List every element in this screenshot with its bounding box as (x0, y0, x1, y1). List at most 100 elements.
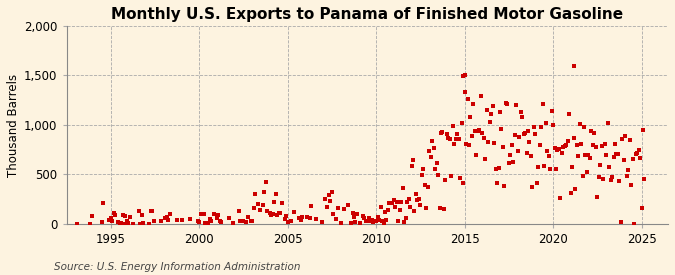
Point (595, 163, 605, 167)
Point (633, 147, 644, 152)
Point (119, 221, 130, 226)
Point (489, 141, 500, 145)
Point (596, 144, 607, 148)
Point (281, 214, 292, 218)
Point (114, 221, 125, 225)
Point (272, 213, 283, 218)
Point (614, 179, 625, 183)
Point (418, 167, 429, 171)
Point (458, 74, 468, 79)
Point (331, 217, 342, 221)
Point (406, 164, 417, 168)
Point (160, 216, 171, 220)
Point (419, 183, 430, 187)
Point (276, 201, 287, 206)
Point (279, 216, 290, 221)
Point (465, 114, 476, 119)
Point (296, 218, 306, 222)
Point (515, 110, 526, 114)
Point (477, 131, 487, 135)
Point (499, 184, 510, 188)
Point (510, 133, 520, 137)
Point (603, 165, 614, 169)
Point (493, 166, 504, 170)
Point (480, 156, 491, 161)
Point (466, 133, 477, 138)
Point (577, 174, 588, 178)
Point (412, 198, 423, 202)
Point (472, 128, 483, 133)
Point (387, 200, 398, 205)
Point (246, 219, 256, 223)
Point (508, 160, 518, 164)
Point (547, 123, 558, 127)
Point (529, 125, 539, 129)
Point (377, 218, 387, 223)
Point (639, 177, 650, 181)
Point (427, 139, 437, 144)
Point (484, 120, 495, 125)
Point (414, 197, 425, 201)
Point (104, 217, 115, 222)
Point (536, 125, 547, 130)
Point (449, 142, 460, 146)
Point (123, 221, 134, 226)
Point (238, 218, 249, 223)
Point (128, 221, 138, 226)
Point (497, 145, 508, 150)
Point (110, 213, 121, 217)
Point (630, 152, 641, 156)
Point (617, 137, 628, 141)
Point (623, 168, 634, 172)
Point (262, 209, 273, 213)
Point (400, 216, 411, 221)
Point (431, 161, 442, 165)
Point (416, 173, 427, 177)
Point (368, 219, 379, 224)
Point (423, 185, 433, 190)
Point (568, 136, 579, 140)
Point (265, 211, 275, 215)
Title: Monthly U.S. Exports to Panama of Finished Motor Gasoline: Monthly U.S. Exports to Panama of Finish… (111, 7, 623, 22)
Point (204, 216, 215, 221)
Point (369, 219, 380, 223)
Point (618, 158, 629, 162)
Point (616, 219, 626, 224)
Point (530, 132, 541, 136)
Point (161, 214, 172, 219)
Point (164, 212, 175, 216)
Point (273, 211, 284, 215)
Point (327, 190, 338, 194)
Text: Source: U.S. Energy Information Administration: Source: U.S. Energy Information Administ… (54, 262, 300, 272)
Point (468, 102, 479, 106)
Point (627, 157, 638, 162)
Point (294, 216, 305, 221)
Point (424, 149, 435, 153)
Point (560, 143, 570, 148)
Point (495, 109, 506, 114)
Point (500, 101, 511, 105)
Point (585, 155, 595, 160)
Point (223, 216, 234, 220)
Point (524, 140, 535, 144)
Point (475, 94, 486, 98)
Point (257, 203, 268, 208)
Point (456, 120, 467, 125)
Point (185, 217, 196, 222)
Point (297, 215, 308, 219)
Point (576, 142, 587, 146)
Point (540, 121, 551, 125)
Point (591, 145, 601, 150)
Point (487, 104, 498, 109)
Point (383, 208, 394, 213)
Point (248, 206, 259, 210)
Point (587, 143, 598, 147)
Point (444, 136, 455, 141)
Point (348, 214, 359, 219)
Point (626, 182, 637, 187)
Point (390, 205, 401, 209)
Point (608, 155, 619, 159)
Y-axis label: Thousand Barrels: Thousand Barrels (7, 73, 20, 177)
Point (146, 209, 157, 213)
Point (521, 150, 532, 155)
